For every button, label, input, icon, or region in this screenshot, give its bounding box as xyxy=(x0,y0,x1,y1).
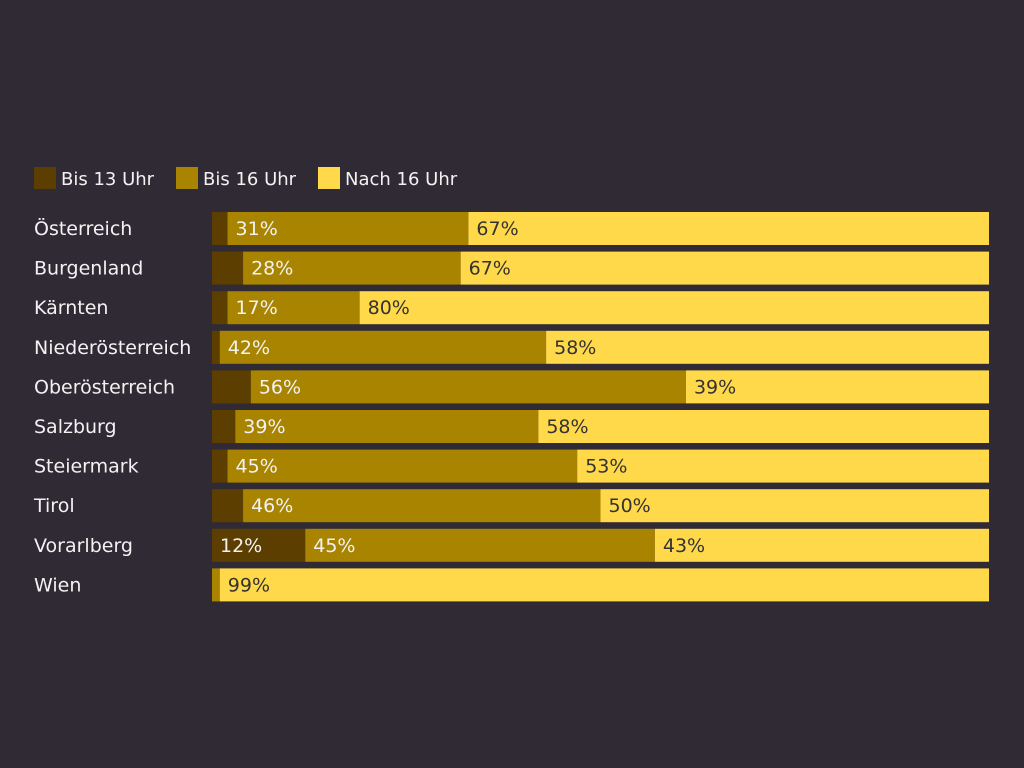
data-label: 50% xyxy=(609,495,651,517)
data-label: 45% xyxy=(236,456,278,478)
bar-segment xyxy=(219,330,547,364)
bar-segment xyxy=(212,251,244,285)
data-label: 43% xyxy=(663,535,705,557)
data-label: 42% xyxy=(228,337,270,359)
bar-segment xyxy=(235,410,539,443)
bar-segment xyxy=(212,568,220,602)
legend-swatch xyxy=(34,167,56,189)
bar-segment xyxy=(212,330,220,364)
bar-segment xyxy=(250,370,686,404)
category-label: Steiermark xyxy=(34,456,139,478)
data-label: 39% xyxy=(694,376,736,398)
bar-segment xyxy=(305,528,655,562)
bar-segment xyxy=(468,212,989,245)
bar-segment xyxy=(219,568,989,602)
category-label: Kärnten xyxy=(34,297,108,319)
bar-segment xyxy=(577,449,989,483)
category-label: Österreich xyxy=(34,217,132,240)
data-label: 17% xyxy=(236,297,278,319)
data-label: 12% xyxy=(220,535,262,557)
data-label: 67% xyxy=(469,258,511,280)
data-label: 31% xyxy=(236,218,278,240)
bar-segment xyxy=(685,370,989,404)
bar-segment xyxy=(212,370,251,404)
bar-segment xyxy=(212,528,306,562)
category-label: Salzburg xyxy=(34,416,117,438)
bar-segment xyxy=(243,251,461,285)
data-label: 80% xyxy=(368,297,410,319)
data-label: 58% xyxy=(554,337,596,359)
bar-segment xyxy=(212,489,244,523)
category-label: Niederösterreich xyxy=(34,337,191,359)
legend-label: Bis 13 Uhr xyxy=(61,169,155,190)
bar-segment xyxy=(212,449,228,483)
bar-segment xyxy=(460,251,989,285)
data-label: 58% xyxy=(546,416,588,438)
data-label: 39% xyxy=(243,416,285,438)
category-label: Wien xyxy=(34,574,81,596)
data-label: 46% xyxy=(251,495,293,517)
legend-swatch xyxy=(176,167,198,189)
data-label: 53% xyxy=(585,456,627,478)
category-label: Oberösterreich xyxy=(34,376,175,398)
bar-segment xyxy=(227,212,469,245)
bar-segment xyxy=(359,291,989,325)
bar-segment xyxy=(546,330,989,364)
data-label: 67% xyxy=(476,218,518,240)
data-label: 56% xyxy=(259,376,301,398)
bar-segment xyxy=(212,212,228,245)
legend-label: Bis 16 Uhr xyxy=(203,169,297,190)
data-label: 45% xyxy=(313,535,355,557)
bar-segment xyxy=(227,291,360,325)
data-label: 99% xyxy=(228,574,270,596)
data-label: 28% xyxy=(251,258,293,280)
legend-swatch xyxy=(318,167,340,189)
bar-segment xyxy=(243,489,601,523)
category-label: Tirol xyxy=(33,495,75,517)
bar-segment xyxy=(654,528,989,562)
legend-label: Nach 16 Uhr xyxy=(345,169,458,190)
bar-segment xyxy=(600,489,989,523)
bar-segment xyxy=(212,291,228,325)
category-label: Vorarlberg xyxy=(34,535,133,557)
bar-segment xyxy=(227,449,578,483)
bar-segment xyxy=(212,410,236,443)
bar-segment xyxy=(538,410,989,443)
category-label: Burgenland xyxy=(34,258,143,280)
